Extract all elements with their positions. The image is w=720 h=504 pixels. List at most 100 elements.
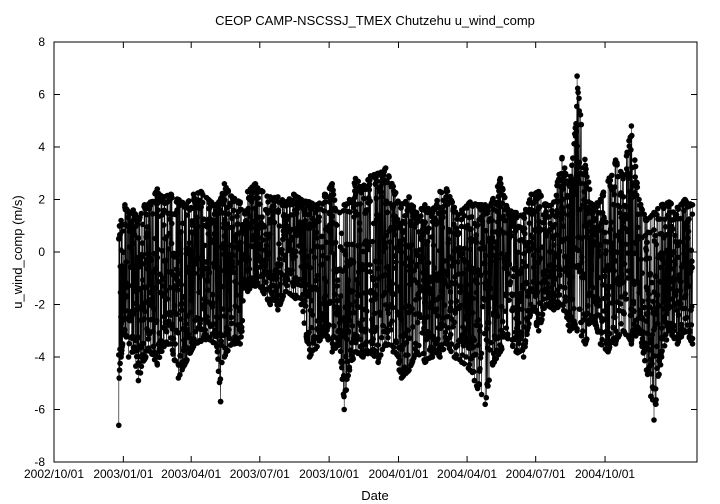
data-point xyxy=(339,268,346,275)
data-point xyxy=(601,308,608,314)
data-point xyxy=(485,278,492,285)
data-point xyxy=(273,275,280,282)
data-point xyxy=(653,311,660,317)
data-point xyxy=(674,307,680,314)
data-point xyxy=(444,188,451,195)
data-point xyxy=(397,357,403,364)
data-point xyxy=(411,267,417,274)
data-point xyxy=(522,230,528,237)
data-point xyxy=(313,229,320,236)
data-point xyxy=(214,342,220,349)
data-point xyxy=(204,287,211,294)
data-point xyxy=(560,302,566,309)
data-point xyxy=(585,179,592,185)
data-point xyxy=(174,311,180,317)
x-tick-label: 2004/10/01 xyxy=(575,467,635,481)
data-point xyxy=(282,252,288,259)
data-point xyxy=(653,241,660,248)
data-point xyxy=(584,173,590,180)
data-point xyxy=(130,240,137,247)
data-point xyxy=(632,250,638,257)
data-point xyxy=(563,253,570,260)
data-point xyxy=(462,313,469,320)
data-point xyxy=(161,343,167,350)
y-tick-label: 8 xyxy=(38,35,45,49)
data-point xyxy=(657,279,664,285)
data-point xyxy=(153,285,159,291)
data-point xyxy=(445,236,452,243)
data-point xyxy=(644,318,650,325)
data-point xyxy=(209,291,216,298)
data-point xyxy=(562,298,569,304)
data-point xyxy=(259,214,265,220)
data-point xyxy=(239,328,245,335)
data-point xyxy=(357,201,364,207)
data-point xyxy=(648,339,654,346)
data-point xyxy=(483,394,490,401)
data-point xyxy=(387,239,393,245)
data-point xyxy=(188,297,194,304)
data-point xyxy=(339,364,345,371)
y-tick-label: 2 xyxy=(38,193,45,207)
data-point xyxy=(494,208,501,215)
data-point xyxy=(205,278,211,284)
data-point xyxy=(560,196,566,203)
data-point xyxy=(184,357,190,363)
data-point xyxy=(390,183,397,190)
data-point xyxy=(136,263,143,270)
data-point xyxy=(169,194,175,201)
data-point xyxy=(682,264,688,271)
data-point xyxy=(192,328,199,335)
data-point xyxy=(217,398,224,405)
data-point xyxy=(172,341,178,347)
data-point xyxy=(603,219,609,226)
data-point xyxy=(472,351,479,358)
data-point xyxy=(336,341,343,347)
data-point xyxy=(141,316,148,322)
data-point xyxy=(267,231,273,238)
data-point xyxy=(216,273,223,279)
data-point xyxy=(513,209,519,216)
data-point xyxy=(539,244,545,250)
data-point xyxy=(654,292,661,299)
data-point xyxy=(153,317,160,324)
data-point xyxy=(606,330,613,337)
data-point xyxy=(535,328,542,334)
data-point xyxy=(569,162,575,169)
data-point xyxy=(397,288,404,295)
data-point xyxy=(356,269,362,275)
data-point xyxy=(682,305,688,312)
data-point xyxy=(292,253,298,260)
data-point xyxy=(337,348,344,355)
data-point xyxy=(275,194,281,200)
data-point xyxy=(485,383,491,389)
data-point xyxy=(220,245,226,251)
data-point xyxy=(349,288,356,295)
data-point xyxy=(518,333,525,340)
data-point xyxy=(364,207,371,213)
data-point xyxy=(507,279,514,285)
data-point xyxy=(628,123,635,129)
data-point xyxy=(119,228,126,234)
data-point xyxy=(571,181,578,187)
data-point xyxy=(221,313,228,319)
data-point xyxy=(163,257,169,264)
data-point xyxy=(554,210,561,217)
data-point xyxy=(372,258,379,265)
data-point xyxy=(583,166,589,172)
data-point xyxy=(355,211,362,218)
data-point xyxy=(156,354,163,361)
data-point xyxy=(686,283,692,290)
data-point xyxy=(656,371,662,378)
data-point xyxy=(139,240,146,246)
data-point xyxy=(495,232,502,238)
data-point xyxy=(392,265,399,271)
data-point xyxy=(433,341,439,347)
data-point xyxy=(331,251,338,258)
data-point xyxy=(650,298,657,305)
data-point xyxy=(345,277,352,284)
data-point xyxy=(431,265,438,271)
data-point xyxy=(458,284,464,290)
